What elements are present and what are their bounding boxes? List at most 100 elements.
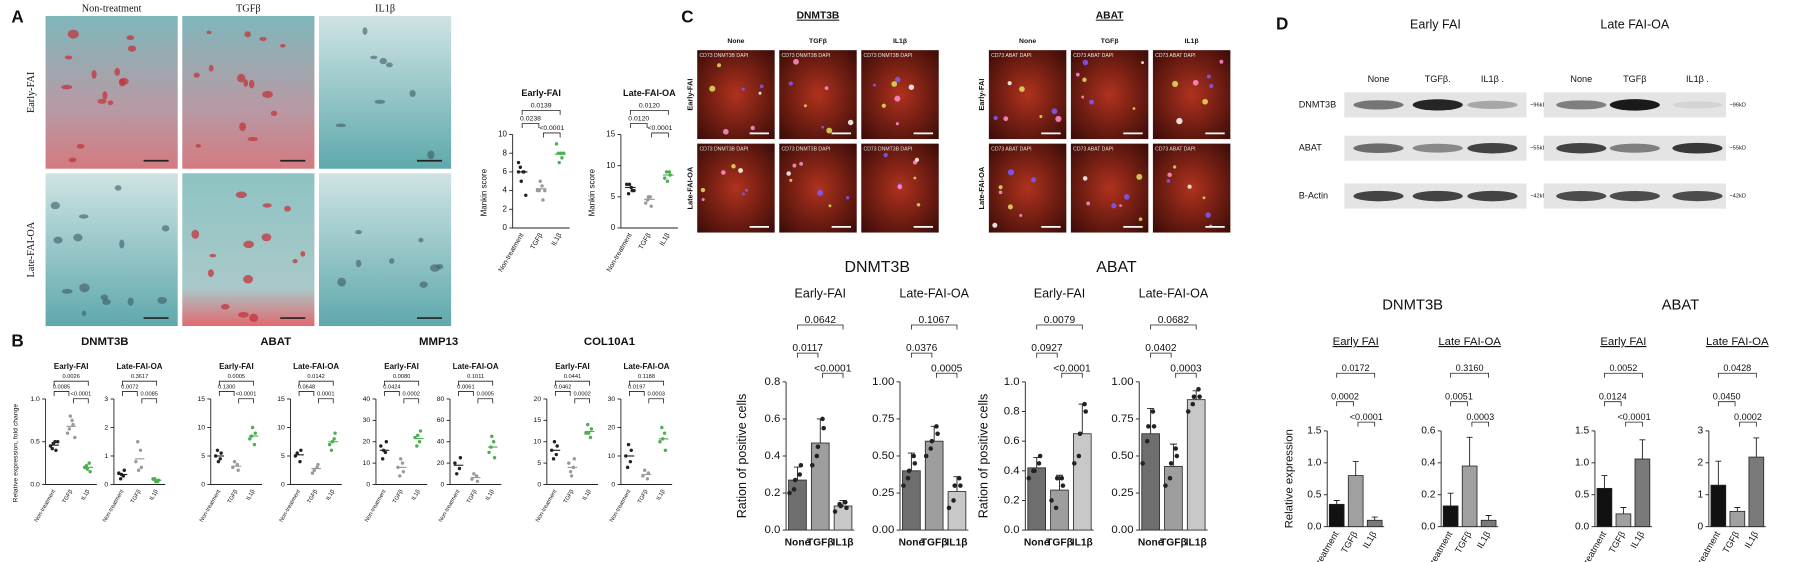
nucleus [1209, 83, 1214, 89]
x-tick-label: IL1β [1629, 530, 1647, 551]
p-value: 0.0072 [121, 384, 138, 390]
cell [239, 122, 247, 132]
x-tick-label: Non-treatment [199, 489, 223, 524]
group-title: DNMT3B [844, 259, 910, 276]
y-tick-label: 0 [611, 223, 616, 232]
data-point [555, 444, 559, 448]
significance-bracket [629, 109, 669, 115]
x-tick-label: IL1β [485, 488, 496, 501]
nucleus [1166, 179, 1171, 183]
y-tick-label: 10 [608, 453, 616, 460]
x-tick-label: IL1β [411, 488, 422, 501]
blot-band [1412, 99, 1463, 111]
significance-bracket [1150, 324, 1197, 330]
y-tick-label: 0.25 [872, 487, 894, 499]
cell [243, 240, 254, 249]
data-point [540, 184, 544, 188]
y-tick-label: 0.4 [1004, 465, 1020, 477]
nucleus [992, 222, 998, 228]
y-tick-label: 0 [201, 481, 205, 488]
nucleus [1172, 80, 1179, 87]
cell [127, 45, 137, 52]
nucleus [1219, 59, 1224, 64]
group-title: ABAT [1096, 259, 1137, 276]
cell [61, 288, 73, 294]
p-value: 0.0120 [628, 116, 649, 123]
data-point [117, 471, 121, 475]
nucleus [908, 84, 915, 90]
cell [119, 239, 125, 249]
bar [1366, 519, 1383, 528]
nucleus [1111, 203, 1117, 209]
cell [114, 67, 121, 76]
data-point [219, 451, 223, 455]
data-point [626, 442, 631, 447]
blot-band [1412, 190, 1463, 202]
data-point [912, 461, 918, 466]
y-tick-label: 80 [437, 396, 445, 403]
data-point [929, 438, 935, 444]
chart-title: Early-FAI [555, 362, 590, 371]
x-tick-label: TGFβ [1339, 530, 1359, 555]
chart: DNMT3B Early-FAI Ration of positive cells 0… [735, 259, 910, 548]
data-point [1197, 394, 1202, 399]
fluorescence-image [779, 50, 857, 140]
nucleus [717, 63, 722, 68]
significance-bracket [1036, 352, 1058, 358]
y-tick-label: 0.0 [765, 524, 781, 536]
data-point [1168, 461, 1174, 466]
y-tick-label: 1 [1697, 489, 1703, 500]
cell [300, 251, 306, 257]
x-tick-label: Non-treatment [535, 489, 559, 524]
panel-label: C [681, 8, 693, 27]
chart: ABAT Early-FAI Ration of positive cells 0.0… [977, 259, 1137, 548]
cell [385, 62, 393, 68]
nucleus [1136, 173, 1143, 180]
panel-label: D [1276, 15, 1288, 34]
nucleus [1082, 77, 1087, 82]
nucleus [817, 189, 824, 197]
data-point [838, 503, 844, 509]
x-tick-label: IL1β [1186, 537, 1207, 548]
data-point [588, 435, 593, 440]
significance-bracket [574, 398, 590, 404]
p-value: 0.0080 [393, 374, 410, 380]
data-point [645, 198, 650, 202]
bar [1729, 510, 1746, 528]
data-point [664, 170, 669, 174]
x-tick-label: TGFβ [807, 537, 834, 548]
data-point [474, 474, 479, 478]
y-tick-label: 0.6 [1421, 426, 1436, 437]
data-point [1150, 409, 1156, 414]
cell [208, 64, 214, 72]
cell [379, 57, 387, 65]
cell [118, 77, 129, 85]
y-tick-label: 1.00 [1111, 376, 1133, 388]
nucleus [824, 86, 829, 91]
nucleus [1081, 95, 1085, 99]
group-title: ABAT [260, 336, 291, 348]
y-tick-label: 20 [534, 396, 542, 403]
size-marker: ~42kD [1530, 194, 1547, 200]
x-tick-label: IL1β [246, 488, 257, 501]
column-label: TGFβ [1101, 38, 1119, 45]
y-tick-label: 0.8 [1004, 406, 1020, 418]
significance-bracket [1739, 421, 1757, 427]
cell [279, 44, 286, 48]
cell [248, 79, 255, 89]
bar [1186, 399, 1206, 531]
data-point [134, 459, 138, 464]
fluorescence-image [697, 143, 775, 233]
x-tick-label: IL1β [149, 488, 160, 501]
significance-bracket [122, 380, 158, 386]
p-value: 0.0376 [906, 343, 938, 354]
y-tick-label: 30 [363, 417, 371, 424]
p-value: 0.0441 [564, 374, 581, 380]
data-point [554, 142, 559, 146]
fluorescence-image [988, 50, 1067, 140]
x-tick-label: TGFβ [921, 537, 948, 548]
panel-label: B [11, 332, 23, 351]
cell [102, 298, 111, 306]
y-axis-label: Ration of positive cells [977, 394, 991, 519]
